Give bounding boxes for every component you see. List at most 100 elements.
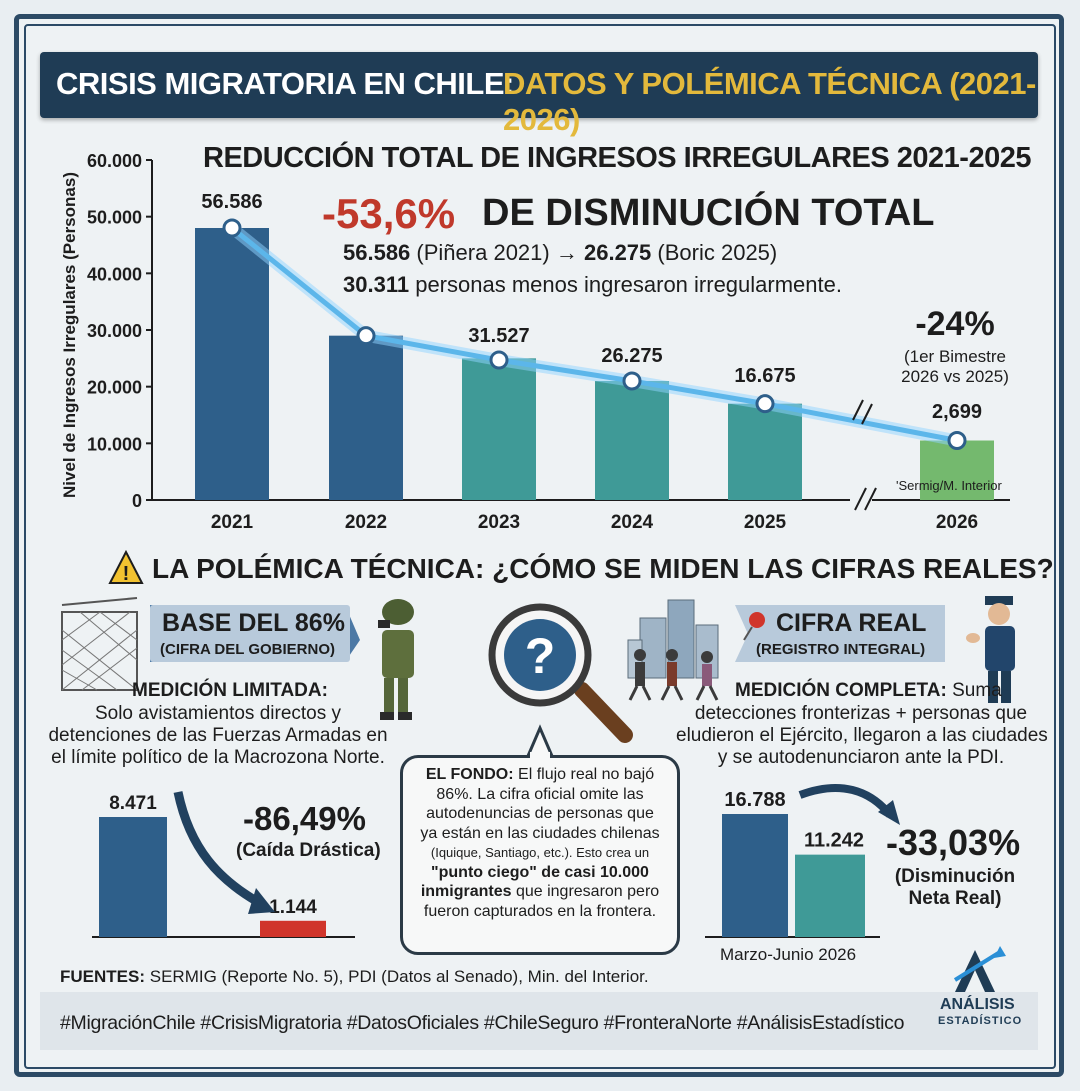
y-axis-label: Nivel de Ingresos Irregulares (Personas) xyxy=(60,172,79,498)
left-bar-1 xyxy=(260,920,326,937)
bar-2026 xyxy=(920,440,994,500)
soldier-icon xyxy=(378,599,414,720)
y-tick-label: 10.000 xyxy=(87,434,142,454)
bubble-line1: El flujo real no bajó xyxy=(518,766,655,783)
note-2026-line2: 2026 vs 2025) xyxy=(901,367,1009,386)
right-bar-label-0: 16.788 xyxy=(724,789,785,811)
trend-point-2021 xyxy=(222,218,242,238)
right-banner xyxy=(735,605,945,662)
left-desc-line1: Solo avistamientos directos y xyxy=(94,703,342,724)
source-note: 'Sermig/M. Interior xyxy=(896,478,1002,493)
data-label-2024: 26.275 xyxy=(601,345,662,367)
bar-2021 xyxy=(195,228,269,500)
x-tick-label: 2021 xyxy=(211,512,254,533)
comparison-line: 56.586 (Piñera 2021) → 26.275 (Boric 202… xyxy=(343,240,777,266)
note-2026: (1er Bimestre 2026 vs 2025) xyxy=(885,347,1025,387)
difference-line: 30.311 personas menos ingresaron irregul… xyxy=(343,272,842,298)
y-tick-label: 40.000 xyxy=(87,264,142,284)
bar-2024 xyxy=(595,381,669,500)
left-bar-label-0: 8.471 xyxy=(109,793,157,814)
trend-break-mark xyxy=(852,399,864,421)
svg-text:?: ? xyxy=(525,628,556,684)
right-banner-title: CIFRA REAL xyxy=(776,609,927,637)
value-2025: 26.275 xyxy=(583,240,652,265)
bubble-line2: 86%. La cifra oficial omite las xyxy=(436,785,644,803)
right-pct: -33,03% xyxy=(886,822,1021,863)
trend-line xyxy=(230,226,958,443)
data-label-2021: 56.586 xyxy=(201,191,262,213)
bar-2022 xyxy=(329,335,403,500)
inner-frame xyxy=(24,24,1056,1069)
bubble-bold3: inmigrantes xyxy=(420,883,512,900)
bubble-line7: fueron capturados en la frontera. xyxy=(423,902,657,920)
header-banner: CRISIS MIGRATORIA EN CHILE: DATOS Y POLÉ… xyxy=(40,52,1038,137)
arrow-icon: → xyxy=(555,240,578,265)
x-tick-label: 2022 xyxy=(345,512,387,533)
compare-arrow-head xyxy=(878,800,900,825)
right-desc-title: MEDICIÓN COMPLETA: xyxy=(735,680,947,701)
right-pct-note: (Disminución Neta Real) xyxy=(880,866,1030,910)
x-tick-label: 2026 xyxy=(936,512,978,533)
headline-text: DE DISMINUCIÓN TOTAL xyxy=(482,192,935,234)
bubble-line5: (Iquique, Santiago, etc.). Esto crea un xyxy=(430,845,650,860)
right-bar-0 xyxy=(722,814,788,937)
left-pct: -86,49% xyxy=(243,800,366,837)
sources-line: FUENTES: SERMIG (Reporte No. 5), PDI (Da… xyxy=(60,967,649,987)
x-tick-label: 2025 xyxy=(744,512,787,533)
bubble-box xyxy=(400,755,680,955)
trend-point-2026 xyxy=(947,431,967,450)
headline-percent: -53,6% xyxy=(322,190,456,237)
sources-label: FUENTES: xyxy=(60,967,145,986)
y-tick-label: 60.000 xyxy=(87,151,142,171)
hashtags: #MigraciónChile #CrisisMigratoria #Datos… xyxy=(60,1012,905,1034)
difference-value: 30.311 xyxy=(343,272,410,297)
data-label-2025: 16.675 xyxy=(734,365,795,387)
trend-point-2025 xyxy=(755,394,775,414)
left-desc-title: MEDICIÓN LIMITADA: xyxy=(132,680,328,701)
bar-2023 xyxy=(462,358,536,500)
axis-break-mark-2 xyxy=(864,487,877,511)
pin-icon xyxy=(743,612,765,641)
x-tick-label: 2023 xyxy=(478,512,520,533)
left-desc-line2: detenciones de las Fuerzas Armadas en xyxy=(48,725,388,746)
bubble-line3: autodenuncias de personas que xyxy=(426,805,654,822)
data-label-2023: 31.527 xyxy=(468,325,529,347)
right-desc-line1: detecciones fronterizas + personas que xyxy=(694,703,1028,724)
right-pct-note-line1: (Disminución xyxy=(894,866,1016,887)
left-banner-title: BASE DEL 86% xyxy=(162,609,345,637)
logo-line1: ANÁLISIS xyxy=(940,996,1015,1013)
label-2025: (Boric 2025) xyxy=(657,240,778,265)
right-bar-label-1: 11.242 xyxy=(804,830,864,852)
y-tick-label: 30.000 xyxy=(87,321,142,341)
left-bar-0 xyxy=(99,817,167,937)
label-2021: (Piñera 2021) xyxy=(416,240,550,265)
sources-text: SERMIG (Reporte No. 5), PDI (Datos al Se… xyxy=(149,967,649,986)
bubble-bold2: "punto ciego" de casi 10.000 xyxy=(431,863,649,881)
right-desc-line3: y se autodenunciaron ante la PDI. xyxy=(717,747,1005,768)
bubble-line4: ya están en las ciudades chilenas xyxy=(420,824,660,842)
walking-people-icon xyxy=(628,649,719,701)
right-desc-line2: eludieron el Ejército, llegaron a las ci… xyxy=(676,725,1048,746)
y-tick-label: 20.000 xyxy=(87,378,142,398)
value-2021: 56.586 xyxy=(343,240,411,265)
bar-2025 xyxy=(728,403,802,500)
data-label-2026: 2,699 xyxy=(932,401,982,423)
svg-text:!: ! xyxy=(123,563,130,585)
left-desc: Solo avistamientos directos y detencione… xyxy=(48,703,388,769)
bubble-text: EL FONDO: El flujo real no bajó 86%. La … xyxy=(400,765,680,921)
bubble-line6: que ingresaron pero xyxy=(515,883,660,900)
y-tick-label: 50.000 xyxy=(87,208,142,228)
hashtag-band xyxy=(40,992,1038,1050)
police-officer-icon xyxy=(966,596,1015,703)
right-desc-first: Suma xyxy=(952,680,1002,701)
y-tick-label: 0 xyxy=(132,491,142,511)
page-title: CRISIS MIGRATORIA EN CHILE: xyxy=(56,66,514,101)
right-pct-note-line2: Neta Real) xyxy=(908,888,1002,909)
pct-2026: -24% xyxy=(915,305,995,343)
bubble-bold1: EL FONDO: xyxy=(425,766,514,783)
